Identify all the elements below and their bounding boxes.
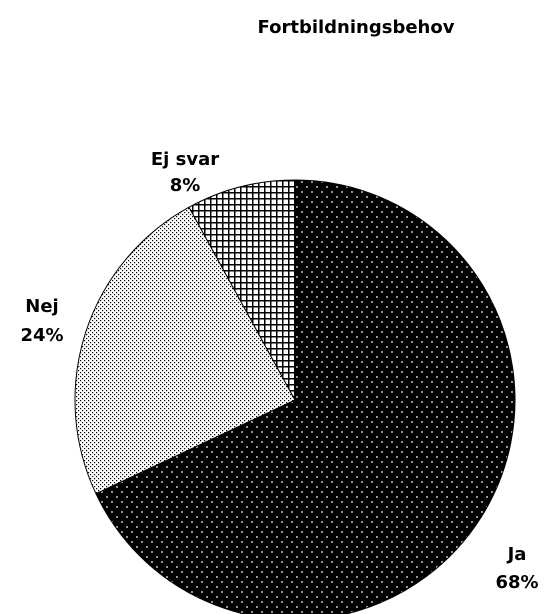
- slice-label: Ja: [506, 544, 527, 565]
- slice-value-label: 8%: [170, 175, 201, 196]
- pie-slice: [188, 179, 296, 401]
- slice-label: Nej: [25, 296, 58, 317]
- slice-value-label: 24%: [20, 325, 63, 346]
- slice-label: Ej svar: [151, 149, 219, 170]
- chart-title: Fortbildningsbehov: [258, 17, 455, 38]
- pie-slice: [95, 179, 516, 614]
- slice-value-label: 68%: [495, 572, 538, 593]
- pie-slice: [74, 206, 296, 495]
